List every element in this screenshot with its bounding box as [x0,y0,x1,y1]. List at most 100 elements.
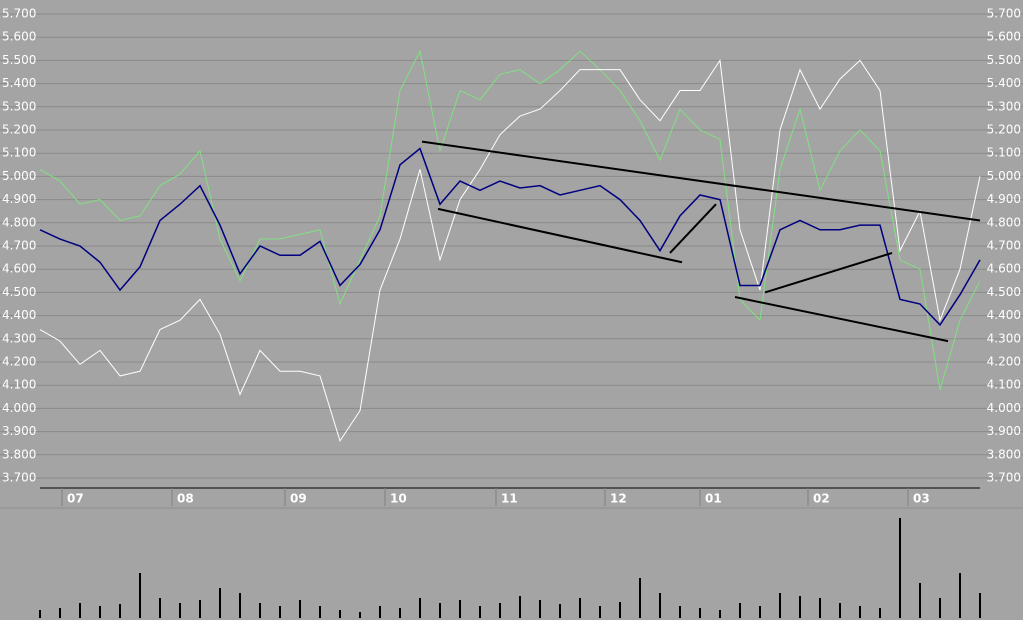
volume-bar [159,598,161,618]
volume-bar [739,603,741,618]
y-tick-label: 5.100 [2,146,36,160]
volume-bar [699,608,701,618]
volume-bar [619,602,621,618]
y-tick-label: 4.000 [2,401,36,415]
volume-bar [119,604,121,618]
y-tick-label: 4.500 [2,285,36,299]
y-tick-label: 5.300 [2,99,36,113]
volume-bar [599,606,601,618]
y-tick-label: 3.900 [2,424,36,438]
x-tick-label: 11 [501,492,518,506]
y-tick-label-right: 5.200 [987,123,1021,137]
volume-bar [839,603,841,618]
y-tick-label-right: 4.400 [987,308,1021,322]
volume-bar [879,608,881,618]
y-tick-label-right: 4.800 [987,215,1021,229]
y-tick-label-right: 5.700 [987,7,1021,21]
y-tick-label-right: 4.200 [987,355,1021,369]
volume-bar [359,612,361,618]
volume-bar [579,598,581,618]
trend-line [421,140,981,222]
volume-bar [59,608,61,618]
volume-bar [799,596,801,618]
price-line [39,58,981,443]
y-tick-label: 5.600 [2,30,36,44]
volume-bar [539,600,541,618]
y-tick-label-right: 5.600 [987,30,1021,44]
y-tick-label-right: 4.100 [987,378,1021,392]
y-tick-label: 4.200 [2,355,36,369]
y-tick-label-right: 4.500 [987,285,1021,299]
volume-bar [459,600,461,618]
x-tick-label: 02 [813,492,830,506]
volume-bar [319,606,321,618]
y-tick-label-right: 4.000 [987,401,1021,415]
volume-bar [439,603,441,618]
y-tick-label-right: 4.700 [987,239,1021,253]
y-tick-label: 4.700 [2,239,36,253]
x-tick-label: 09 [290,492,307,506]
volume-bar [179,603,181,618]
trend-line [669,203,717,254]
y-tick-label: 5.500 [2,53,36,67]
volume-bar [139,573,141,618]
volume-bar [399,608,401,618]
y-tick-label: 4.600 [2,262,36,276]
trend-line [764,252,893,294]
y-tick-label: 5.400 [2,76,36,90]
volume-bar [779,593,781,618]
volume-bar [259,603,261,618]
volume-bar [819,598,821,618]
x-tick-label: 01 [705,492,722,506]
volume-bar [639,578,641,618]
price-line [39,49,981,390]
x-tick-label: 08 [177,492,194,506]
y-tick-label-right: 3.900 [987,424,1021,438]
y-tick-label-right: 4.900 [987,192,1021,206]
price-line [39,147,981,327]
volume-bar [39,610,41,618]
volume-bar [979,593,981,618]
volume-bar [899,518,901,618]
volume-bar [479,606,481,618]
volume-bar [299,600,301,618]
trend-line [437,207,683,264]
volume-bar [499,603,501,618]
volume-bar [919,583,921,618]
volume-bar [519,596,521,618]
trend-line [734,296,949,343]
x-tick-label: 07 [67,492,84,506]
y-tick-label-right: 4.300 [987,331,1021,345]
y-tick-label-right: 5.300 [987,99,1021,113]
y-tick-label: 3.800 [2,447,36,461]
y-tick-label: 4.900 [2,192,36,206]
volume-bar [219,588,221,618]
x-tick-label: 10 [390,492,407,506]
volume-bar [959,573,961,618]
y-tick-label: 4.300 [2,331,36,345]
x-tick-label: 03 [913,492,930,506]
volume-bar [659,593,661,618]
volume-bar [939,598,941,618]
volume-bar [379,606,381,618]
y-tick-label-right: 5.000 [987,169,1021,183]
y-tick-label: 4.100 [2,378,36,392]
y-tick-label: 5.000 [2,169,36,183]
volume-bar [339,610,341,618]
y-tick-label-right: 5.400 [987,76,1021,90]
volume-bar [199,600,201,618]
y-tick-label: 3.700 [2,471,36,485]
volume-bar [759,606,761,618]
volume-bar [99,606,101,618]
volume-bar [559,604,561,618]
y-tick-label-right: 3.700 [987,471,1021,485]
volume-bar [419,598,421,618]
y-tick-label-right: 4.600 [987,262,1021,276]
volume-bar [239,593,241,618]
y-tick-label: 5.200 [2,123,36,137]
volume-bar [79,603,81,618]
y-tick-label: 4.400 [2,308,36,322]
y-tick-label: 5.700 [2,7,36,21]
volume-bar [719,610,721,618]
